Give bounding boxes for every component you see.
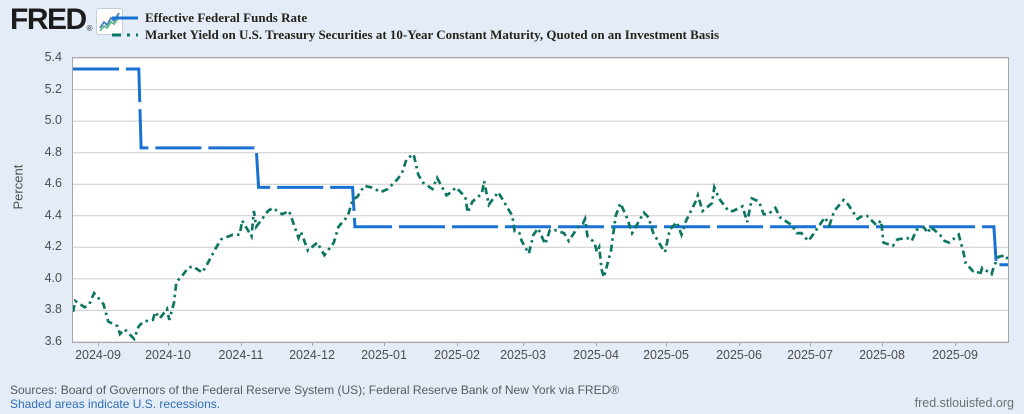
fred-logo[interactable]: FRED ® (10, 3, 123, 36)
plot-area[interactable] (72, 57, 1009, 343)
y-tick-label: 5.2 (44, 81, 62, 96)
legend-line-swatch-solid (112, 16, 138, 19)
legend-item-10-year-treasury-yield[interactable]: Market Yield on U.S. Treasury Securities… (112, 26, 719, 43)
legend-label: Market Yield on U.S. Treasury Securities… (145, 26, 720, 42)
x-tick-mark (739, 342, 740, 346)
fred-logo-registered-mark: ® (86, 24, 93, 33)
legend-line-swatch-dash-dot (112, 33, 138, 36)
fred-site-url[interactable]: fred.stlouisfed.org (914, 396, 1014, 410)
series-line-1 (73, 151, 1008, 342)
x-tick-label: 2025-05 (643, 348, 689, 362)
legend-label: Effective Federal Funds Rate (145, 9, 308, 25)
x-tick-mark (810, 342, 811, 346)
x-tick-mark (312, 342, 313, 346)
x-tick-mark (955, 342, 956, 346)
x-tick-label: 2025-01 (361, 348, 407, 362)
chart-legend: Effective Federal Funds Rate Market Yiel… (112, 9, 719, 43)
y-tick-label: 4.2 (44, 239, 62, 254)
y-axis-title: Percent (10, 164, 26, 210)
x-tick-label: 2025-07 (787, 348, 833, 362)
legend-item-effective-federal-funds-rate[interactable]: Effective Federal Funds Rate (112, 9, 719, 26)
x-tick-mark (384, 342, 385, 346)
x-tick-label: 2025-04 (573, 348, 619, 362)
recessions-note-link[interactable]: Shaded areas indicate U.S. recessions. (10, 397, 221, 411)
x-tick-label: 2025-06 (716, 348, 762, 362)
y-tick-label: 4.0 (44, 270, 62, 285)
fred-chart-icon (95, 8, 123, 35)
x-tick-mark (882, 342, 883, 346)
x-tick-mark (168, 342, 169, 346)
y-tick-label: 5.4 (44, 50, 62, 64)
y-tick-label: 3.6 (44, 334, 62, 348)
y-tick-label: 4.8 (44, 144, 62, 159)
x-tick-label: 2024-12 (289, 348, 335, 362)
x-tick-label: 2025-02 (434, 348, 480, 362)
x-tick-mark (596, 342, 597, 346)
x-tick-mark (457, 342, 458, 346)
x-tick-label: 2025-03 (500, 348, 546, 362)
x-tick-label: 2024-10 (145, 348, 191, 362)
plot-canvas (73, 58, 1008, 342)
x-tick-label: 2024-09 (75, 348, 121, 362)
y-tick-label: 4.4 (44, 207, 62, 222)
chart-header: FRED ® Effective Federal Funds Rate Mark… (0, 0, 1024, 52)
sources-text: Sources: Board of Governors of the Feder… (10, 383, 620, 397)
x-tick-label: 2025-08 (859, 348, 905, 362)
y-tick-label: 4.6 (44, 176, 62, 191)
x-tick-label: 2024-11 (218, 348, 264, 362)
x-tick-label: 2025-09 (932, 348, 978, 362)
fred-logo-text: FRED (10, 3, 87, 36)
x-tick-mark (241, 342, 242, 346)
x-tick-mark (523, 342, 524, 346)
y-tick-label: 3.8 (44, 302, 62, 317)
x-tick-mark (666, 342, 667, 346)
series-line-0 (73, 67, 1008, 267)
y-tick-label: 5.0 (44, 113, 62, 128)
x-tick-mark (98, 342, 99, 346)
